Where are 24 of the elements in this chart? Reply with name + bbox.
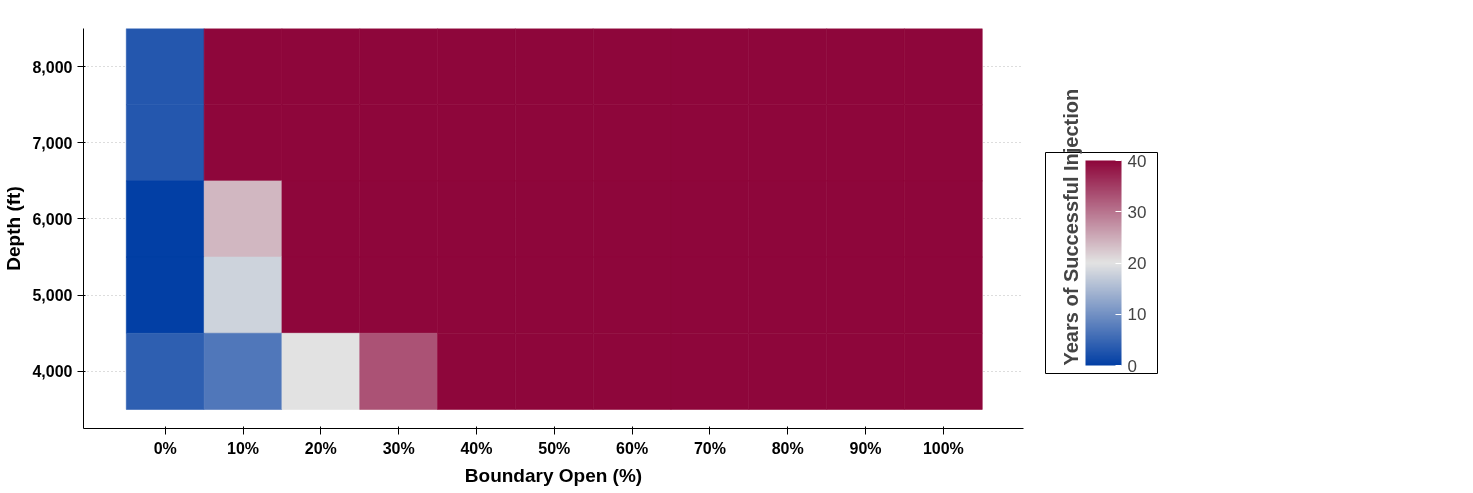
x-tick-label: 50%	[538, 439, 571, 457]
y-tick-label: 4,000	[32, 363, 73, 381]
x-tick-label: 40%	[460, 439, 493, 457]
color-bar-label: 40	[1127, 151, 1147, 171]
color-bar-label: 10	[1127, 305, 1147, 325]
color-bar-title: Years of Successful Injection	[1059, 88, 1082, 366]
x-tick-label: 20%	[304, 439, 337, 457]
y-tick-label: 7,000	[32, 134, 73, 152]
x-tick-label: 0%	[153, 439, 177, 457]
y-tick-label: 8,000	[32, 58, 73, 76]
y-tick-label: 5,000	[32, 287, 73, 305]
color-bar-label: 20	[1127, 254, 1147, 273]
y-tick-label: 6,000	[32, 210, 73, 228]
x-axis-title: Boundary Open (%)	[464, 464, 643, 486]
x-tick-label: 70%	[693, 439, 726, 457]
color-bar-label: 30	[1127, 202, 1147, 222]
x-tick-label: 30%	[382, 439, 415, 457]
x-tick-label: 80%	[771, 439, 804, 457]
x-tick-label: 100%	[922, 439, 964, 457]
y-axis-title: Depth (ft)	[3, 186, 25, 271]
color-bar-label: 0	[1127, 356, 1137, 376]
x-tick-label: 60%	[616, 439, 649, 457]
x-tick-label: 90%	[849, 439, 882, 457]
x-tick-label: 10%	[227, 439, 260, 457]
